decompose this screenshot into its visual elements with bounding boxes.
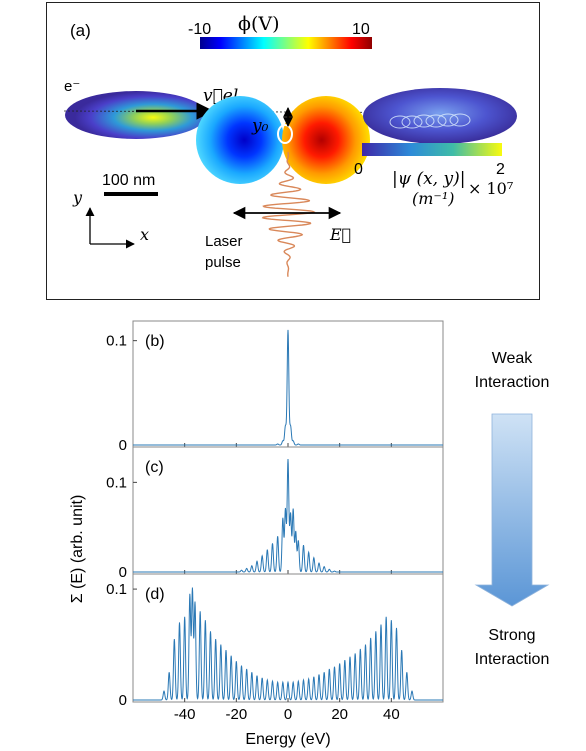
nanoparticle-negative bbox=[196, 96, 284, 184]
axis-x-label: x bbox=[140, 225, 149, 244]
spectrum-line bbox=[133, 587, 443, 701]
strong-label-line1: Strong bbox=[488, 627, 535, 644]
spectrum-line bbox=[133, 329, 443, 446]
electron-label: e⁻ bbox=[64, 78, 80, 95]
nanoparticle-positive bbox=[282, 96, 370, 184]
laser-label-line2: pulse bbox=[205, 254, 241, 271]
y0-label: y₀ bbox=[251, 116, 269, 136]
spectrum-line bbox=[133, 459, 443, 573]
psi-scale: × 10⁷ bbox=[468, 179, 513, 198]
phi-min-label: -10 bbox=[188, 21, 211, 38]
subplot-tag: (d) bbox=[145, 586, 165, 603]
x-tick-label: 0 bbox=[284, 706, 292, 723]
x-axis-label: Energy (eV) bbox=[245, 731, 330, 748]
y-tick-label: 0 bbox=[119, 692, 127, 709]
electron-wavepacket-incoming bbox=[65, 91, 207, 139]
wavepacket-fringes bbox=[389, 113, 471, 129]
x-tick-label: -40 bbox=[174, 706, 196, 723]
psi-min-label: 0 bbox=[354, 161, 363, 178]
efield-label: E⃗ bbox=[329, 225, 351, 244]
x-tick-label: 40 bbox=[383, 706, 400, 723]
panel-a-tag: (a) bbox=[70, 21, 91, 40]
strong-label-line2: Interaction bbox=[475, 651, 550, 668]
phi-max-label: 10 bbox=[352, 21, 370, 38]
laser-label-line1: Laser bbox=[205, 233, 243, 250]
y-tick-label: 0.1 bbox=[106, 333, 127, 350]
weak-label-line1: Weak bbox=[492, 350, 534, 367]
scalebar bbox=[104, 192, 158, 196]
y-tick-label: 0.1 bbox=[106, 474, 127, 491]
subplot-tag: (c) bbox=[145, 459, 164, 476]
psi-colorbar bbox=[362, 143, 502, 156]
scalebar-label: 100 nm bbox=[102, 172, 155, 189]
interaction-strength-arrow bbox=[474, 413, 550, 607]
axis-y-label: y bbox=[72, 188, 83, 207]
y-tick-label: 0 bbox=[119, 564, 127, 581]
y-axis-label: Σ (E) (arb. unit) bbox=[69, 495, 86, 604]
y-tick-label: 0.1 bbox=[106, 581, 127, 598]
phi-colorbar bbox=[200, 37, 372, 49]
weak-label-line2: Interaction bbox=[475, 374, 550, 391]
x-tick-label: -20 bbox=[225, 706, 247, 723]
y-tick-label: 0 bbox=[119, 437, 127, 454]
spectra-plots: 00.1 (b)00.1(c)00.1-40 -20 0 20 40(d) bbox=[106, 320, 444, 723]
psi-title: |ψ (x, y)| bbox=[392, 169, 465, 189]
subplot-tag: (b) bbox=[145, 333, 165, 350]
x-tick-label: 20 bbox=[331, 706, 348, 723]
psi-unit: (m⁻¹) bbox=[412, 189, 455, 208]
psi-max-label: 2 bbox=[496, 161, 505, 178]
phi-title: ϕ(V) bbox=[238, 13, 280, 35]
